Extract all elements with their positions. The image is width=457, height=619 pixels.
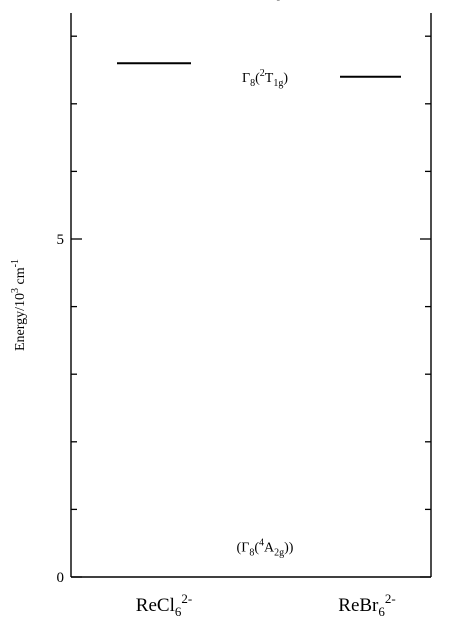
y-tick-labels: 05101520 [57,232,65,586]
y-axis-label: Energy/103 cm-1 [10,259,28,351]
tick-marks [71,35,431,578]
y-tick-label: 5 [57,232,65,248]
category-labels: ReCl62- ReBr62- [136,591,396,619]
y-tick-label: 0 [57,570,65,586]
plot-frame [70,13,432,578]
energy-levels [117,62,401,78]
category-label-recl: ReCl62- [136,591,192,619]
state-label: (Γ8​(4​A2g​)) [237,538,294,559]
state-labels: LMCTΓ8​(2​T2g​)Γ7​(2​T2g​)Γ6​(2​T1g​)Γ8​… [237,0,294,559]
state-label: Γ8​(2​Eg​) [245,0,286,1]
category-label-rebr: ReBr62- [338,591,395,619]
state-label: Γ8​(2​T1g​) [242,68,288,89]
